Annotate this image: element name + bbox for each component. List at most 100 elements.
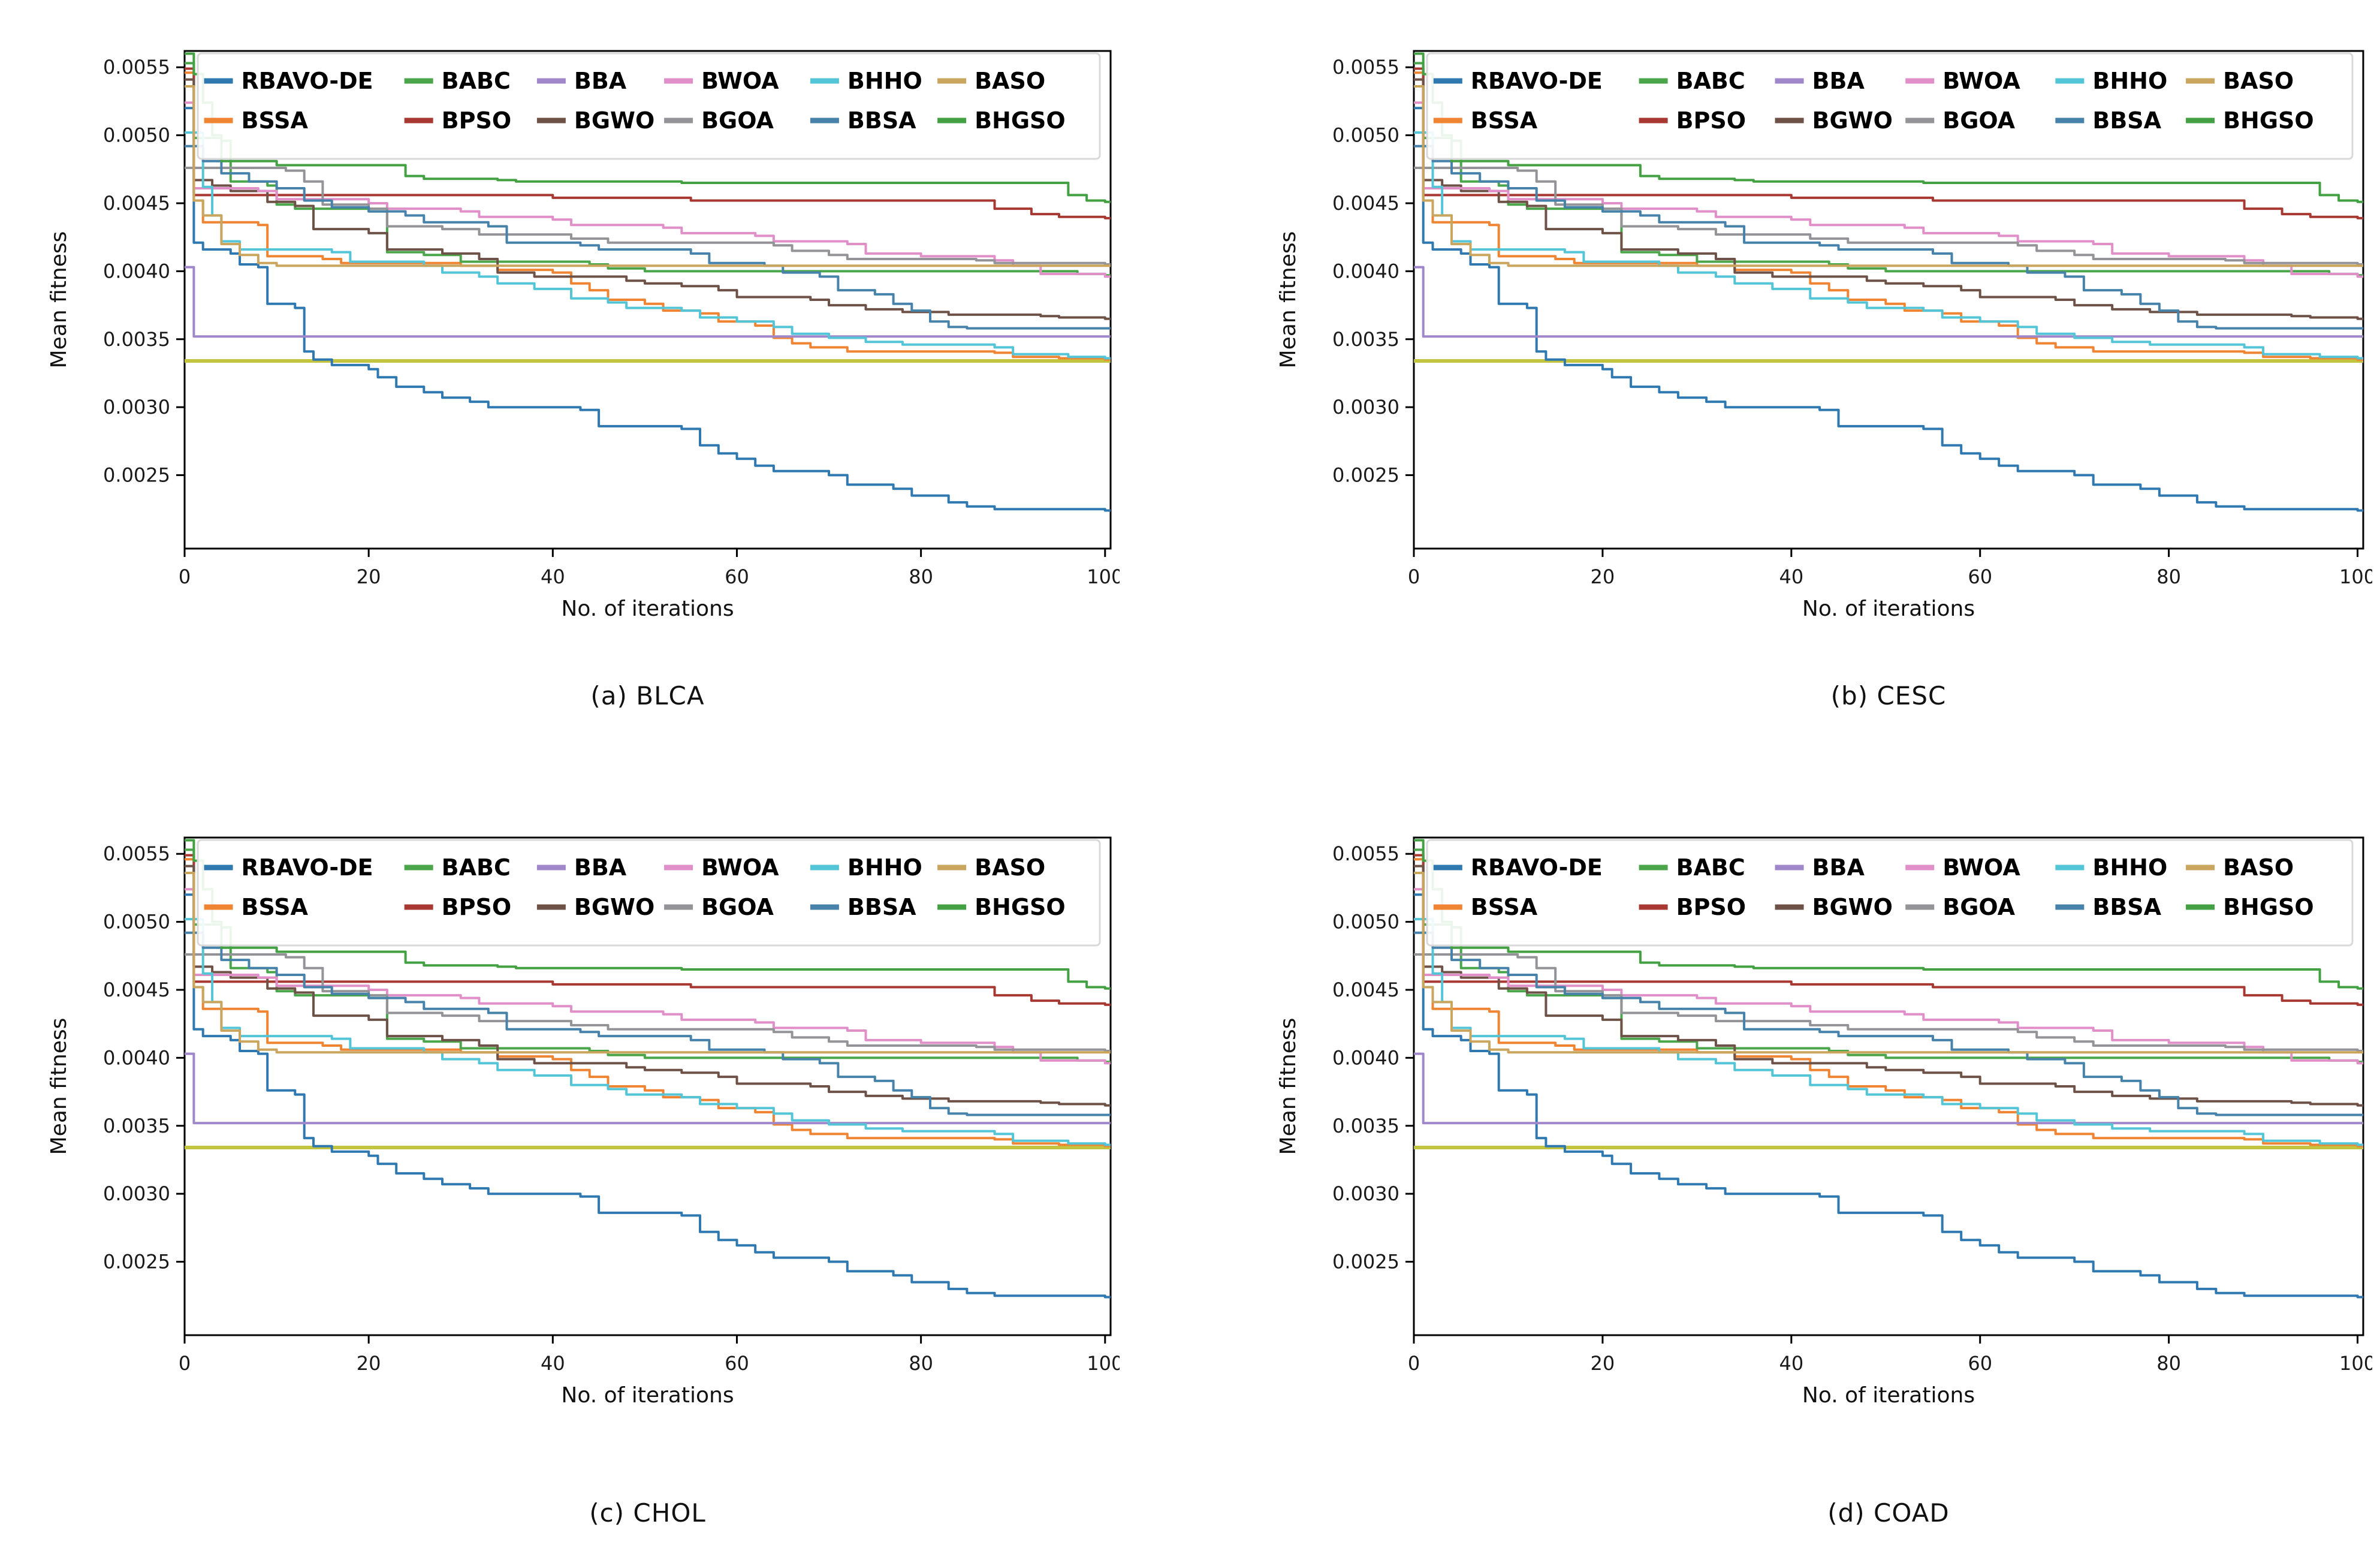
series-line-BGOA bbox=[185, 953, 1111, 1052]
panel-caption-chol: (c) CHOL bbox=[589, 1498, 706, 1528]
series-line-BBSA bbox=[1414, 931, 2363, 1116]
legend-label-BHGSO: BHGSO bbox=[2223, 894, 2314, 920]
series-group bbox=[1414, 52, 2363, 512]
panel-coad: 0.0025 0.0030 0.0035 0.0040 0.0045 0.0050 0.00… bbox=[1264, 796, 2380, 1551]
x-axis-label: No. of iterations bbox=[1802, 597, 1975, 621]
y-axis-label: Mean fitness bbox=[1276, 231, 1301, 369]
y-tick-label: 0.0025 bbox=[103, 464, 170, 487]
series-line-BBA bbox=[185, 1052, 1111, 1125]
x-tick-label: 20 bbox=[357, 565, 381, 588]
series-line-BASO bbox=[185, 872, 1111, 1054]
legend-label-BHHO: BHHO bbox=[2092, 68, 2167, 94]
legend-label-BHGSO: BHGSO bbox=[975, 894, 1066, 920]
legend-label-BASO: BASO bbox=[2223, 68, 2294, 94]
series-line-BBSA bbox=[185, 931, 1111, 1116]
legend-label-BPSO: BPSO bbox=[1676, 107, 1746, 134]
series-line-BHHO bbox=[1414, 918, 2363, 1146]
legend-label-BSSA: BSSA bbox=[242, 107, 309, 134]
legend-label-BBA: BBA bbox=[574, 68, 627, 94]
series-group bbox=[185, 839, 1111, 1299]
legend-label-BBSA: BBSA bbox=[847, 107, 916, 134]
y-tick-label: 0.0030 bbox=[1332, 396, 1399, 418]
x-tick-label: 100 bbox=[2339, 1352, 2372, 1375]
x-tick-label: 0 bbox=[179, 1352, 191, 1375]
series-line-BGOA bbox=[185, 167, 1111, 266]
x-tick-label: 20 bbox=[1591, 565, 1615, 588]
legend-label-BASO: BASO bbox=[975, 68, 1045, 94]
x-tick-label: 100 bbox=[2339, 565, 2372, 588]
y-tick-label: 0.0050 bbox=[1332, 124, 1399, 147]
legend-label-BASO: BASO bbox=[975, 854, 1045, 881]
x-tick-label: 0 bbox=[1408, 1352, 1420, 1375]
legend-label-BBA: BBA bbox=[1812, 68, 1865, 94]
legend-label-RBAVO-DE: RBAVO-DE bbox=[242, 68, 373, 94]
y-tick-label: 0.0035 bbox=[103, 1115, 170, 1137]
y-tick-label: 0.0025 bbox=[1332, 464, 1399, 487]
legend-label-BPSO: BPSO bbox=[442, 107, 512, 134]
series-line-RBAVO-DE bbox=[1414, 107, 2363, 512]
legend-label-BSSA: BSSA bbox=[242, 894, 309, 920]
panel-cesc: 0.0025 0.0030 0.0035 0.0040 0.0045 0.0050 0.00… bbox=[1264, 9, 2380, 764]
x-tick-label: 80 bbox=[909, 565, 933, 588]
y-axis-label: Mean fitness bbox=[47, 1018, 71, 1155]
convergence-plot-coad: 0.0025 0.0030 0.0035 0.0040 0.0045 0.0050 0.00… bbox=[1276, 836, 2372, 1408]
legend-label-BHGSO: BHGSO bbox=[975, 107, 1066, 134]
y-tick-label: 0.0030 bbox=[103, 1182, 170, 1205]
legend-label-BGOA: BGOA bbox=[701, 894, 774, 920]
panel-caption-coad: (d) COAD bbox=[1827, 1498, 1950, 1528]
legend-label-BSSA: BSSA bbox=[1471, 107, 1538, 134]
x-tick-label: 20 bbox=[357, 1352, 381, 1375]
x-axis-label: No. of iterations bbox=[561, 1383, 734, 1408]
legend-label-BPSO: BPSO bbox=[442, 894, 512, 920]
series-line-RBAVO-DE bbox=[1414, 893, 2363, 1299]
y-tick-label: 0.0050 bbox=[103, 124, 170, 147]
series-line-BASO bbox=[1414, 85, 2363, 267]
x-tick-label: 80 bbox=[2156, 1352, 2181, 1375]
y-axis-label: Mean fitness bbox=[47, 231, 71, 369]
series-line-RBAVO-DE bbox=[185, 107, 1111, 512]
x-tick-label: 60 bbox=[725, 565, 749, 588]
series-line-BASO bbox=[1414, 872, 2363, 1054]
legend-label-BBA: BBA bbox=[574, 854, 627, 881]
series-line-BPSO bbox=[1414, 854, 2363, 1006]
legend-label-BBSA: BBSA bbox=[2092, 107, 2161, 134]
series-line-BHHO bbox=[1414, 131, 2363, 360]
y-tick-label: 0.0045 bbox=[103, 978, 170, 1001]
convergence-plot-cesc: 0.0025 0.0030 0.0035 0.0040 0.0045 0.0050 0.00… bbox=[1276, 50, 2372, 621]
series-line-BWOA bbox=[1414, 101, 2363, 278]
series-line-BSSA bbox=[1414, 71, 2363, 361]
x-axis-label: No. of iterations bbox=[1802, 1383, 1975, 1408]
y-tick-label: 0.0030 bbox=[103, 396, 170, 418]
y-tick-label: 0.0055 bbox=[103, 842, 170, 865]
x-axis-label: No. of iterations bbox=[561, 597, 734, 621]
x-tick-label: 60 bbox=[725, 1352, 749, 1375]
legend-label-RBAVO-DE: RBAVO-DE bbox=[1471, 854, 1603, 881]
series-line-BGWO bbox=[185, 865, 1111, 1107]
legend-label-BHHO: BHHO bbox=[2092, 854, 2167, 881]
y-tick-label: 0.0035 bbox=[103, 328, 170, 351]
y-tick-label: 0.0040 bbox=[1332, 260, 1399, 282]
legend-label-BGOA: BGOA bbox=[1942, 894, 2015, 920]
legend-label-BHHO: BHHO bbox=[847, 854, 922, 881]
y-tick-label: 0.0055 bbox=[1332, 842, 1399, 865]
series-group bbox=[185, 52, 1111, 512]
x-tick-label: 40 bbox=[1779, 1352, 1803, 1375]
legend-label-BASO: BASO bbox=[2223, 854, 2294, 881]
series-line-BBSA bbox=[1414, 144, 2363, 330]
legend-label-BBSA: BBSA bbox=[2092, 894, 2161, 920]
series-line-BWOA bbox=[185, 888, 1111, 1065]
series-line-BPSO bbox=[185, 67, 1111, 219]
legend-label-BBA: BBA bbox=[1812, 854, 1865, 881]
panel-chol: 0.0025 0.0030 0.0035 0.0040 0.0045 0.0050 0.00… bbox=[35, 796, 1156, 1551]
series-line-BGOA bbox=[1414, 167, 2363, 266]
legend-label-BABC: BABC bbox=[442, 68, 511, 94]
convergence-plot-blca: 0.0025 0.0030 0.0035 0.0040 0.0045 0.0050 0.00… bbox=[47, 50, 1120, 621]
series-line-BPSO bbox=[1414, 67, 2363, 219]
legend-label-BABC: BABC bbox=[442, 854, 511, 881]
legend-label-BGWO: BGWO bbox=[574, 107, 654, 134]
x-tick-label: 0 bbox=[179, 565, 191, 588]
legend-label-BWOA: BWOA bbox=[701, 854, 779, 881]
series-line-BGWO bbox=[1414, 78, 2363, 320]
legend-label-BWOA: BWOA bbox=[701, 68, 779, 94]
series-line-BWOA bbox=[185, 101, 1111, 278]
